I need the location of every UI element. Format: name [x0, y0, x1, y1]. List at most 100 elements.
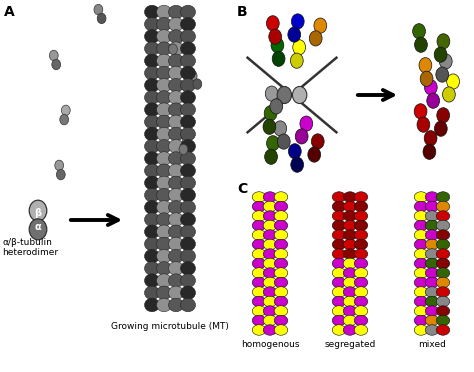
Ellipse shape — [269, 29, 282, 44]
Ellipse shape — [181, 201, 195, 214]
Ellipse shape — [145, 262, 159, 275]
Ellipse shape — [354, 239, 368, 250]
Text: segregated: segregated — [324, 340, 376, 349]
Ellipse shape — [145, 152, 159, 165]
Ellipse shape — [145, 249, 159, 263]
Ellipse shape — [425, 268, 439, 278]
Ellipse shape — [436, 306, 450, 316]
Ellipse shape — [145, 140, 159, 153]
Ellipse shape — [274, 268, 288, 278]
Ellipse shape — [168, 262, 183, 275]
Ellipse shape — [414, 306, 428, 316]
Ellipse shape — [52, 59, 61, 70]
Ellipse shape — [181, 249, 195, 263]
Ellipse shape — [145, 66, 159, 80]
Ellipse shape — [414, 192, 428, 202]
Ellipse shape — [332, 325, 346, 335]
Ellipse shape — [354, 315, 368, 326]
Ellipse shape — [145, 164, 159, 177]
Ellipse shape — [270, 99, 283, 114]
Ellipse shape — [156, 262, 172, 275]
Ellipse shape — [332, 239, 346, 250]
Ellipse shape — [436, 67, 448, 82]
Ellipse shape — [173, 36, 182, 46]
Ellipse shape — [168, 103, 183, 116]
Ellipse shape — [181, 127, 195, 141]
Ellipse shape — [274, 211, 288, 221]
Ellipse shape — [181, 176, 195, 190]
Ellipse shape — [343, 306, 357, 316]
Ellipse shape — [156, 42, 172, 55]
Ellipse shape — [343, 239, 357, 250]
Ellipse shape — [263, 192, 277, 202]
Ellipse shape — [425, 239, 439, 250]
Ellipse shape — [274, 277, 288, 288]
Ellipse shape — [437, 108, 449, 123]
Ellipse shape — [252, 230, 266, 240]
Ellipse shape — [434, 121, 447, 136]
Ellipse shape — [156, 127, 172, 141]
Ellipse shape — [420, 71, 433, 86]
Ellipse shape — [343, 315, 357, 326]
Ellipse shape — [156, 66, 172, 80]
Ellipse shape — [354, 258, 368, 269]
Ellipse shape — [300, 116, 313, 131]
Ellipse shape — [311, 134, 324, 149]
Ellipse shape — [181, 5, 195, 19]
Ellipse shape — [274, 325, 288, 335]
Ellipse shape — [293, 40, 306, 55]
Ellipse shape — [156, 225, 172, 238]
Ellipse shape — [413, 24, 426, 39]
Ellipse shape — [425, 192, 439, 202]
Ellipse shape — [145, 42, 159, 55]
Ellipse shape — [252, 211, 266, 221]
Ellipse shape — [343, 249, 357, 259]
Ellipse shape — [145, 5, 159, 19]
Ellipse shape — [343, 211, 357, 221]
Ellipse shape — [181, 298, 195, 312]
Ellipse shape — [168, 91, 183, 104]
Ellipse shape — [169, 44, 177, 54]
Ellipse shape — [354, 249, 368, 259]
Ellipse shape — [291, 157, 303, 172]
Text: mixed: mixed — [418, 340, 446, 349]
Ellipse shape — [436, 315, 450, 326]
Ellipse shape — [436, 296, 450, 307]
Ellipse shape — [156, 30, 172, 43]
Ellipse shape — [274, 121, 287, 136]
Ellipse shape — [354, 325, 368, 335]
Ellipse shape — [274, 306, 288, 316]
Ellipse shape — [414, 104, 427, 119]
Ellipse shape — [182, 135, 191, 146]
Ellipse shape — [181, 66, 195, 80]
Ellipse shape — [439, 54, 452, 69]
Ellipse shape — [332, 277, 346, 288]
Ellipse shape — [156, 164, 172, 177]
Ellipse shape — [168, 286, 183, 299]
Text: homogenous: homogenous — [241, 340, 299, 349]
Ellipse shape — [263, 325, 277, 335]
Ellipse shape — [343, 268, 357, 278]
Ellipse shape — [263, 239, 277, 250]
Text: β: β — [35, 208, 42, 218]
Ellipse shape — [332, 192, 346, 202]
Ellipse shape — [343, 325, 357, 335]
Ellipse shape — [354, 306, 368, 316]
Ellipse shape — [263, 277, 277, 288]
Ellipse shape — [332, 211, 346, 221]
Ellipse shape — [168, 42, 183, 55]
Ellipse shape — [425, 296, 439, 307]
Ellipse shape — [252, 315, 266, 326]
Ellipse shape — [168, 140, 183, 153]
Ellipse shape — [274, 315, 288, 326]
Ellipse shape — [263, 249, 277, 259]
Ellipse shape — [274, 239, 288, 250]
Ellipse shape — [156, 152, 172, 165]
Ellipse shape — [252, 192, 266, 202]
Ellipse shape — [414, 220, 428, 231]
Ellipse shape — [425, 249, 439, 259]
Ellipse shape — [414, 239, 428, 250]
Ellipse shape — [168, 164, 183, 177]
Ellipse shape — [264, 149, 277, 164]
Ellipse shape — [252, 306, 266, 316]
